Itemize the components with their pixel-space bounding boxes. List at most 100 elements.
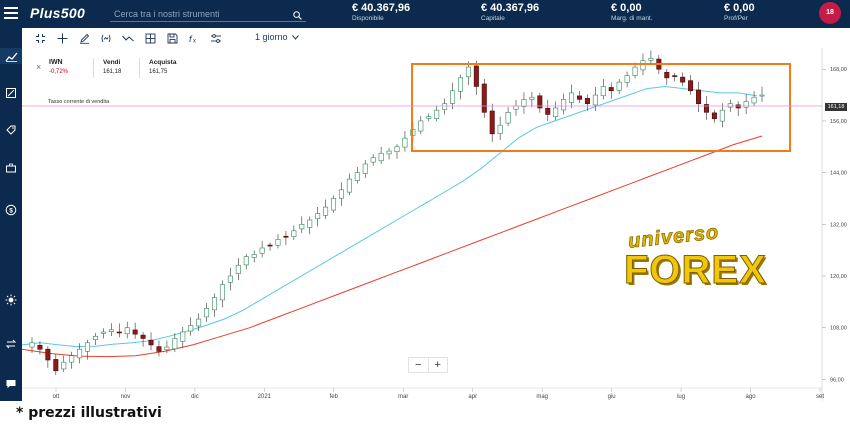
- candle: [394, 144, 400, 159]
- x-tick-label: ago: [746, 394, 757, 400]
- candle: [370, 154, 376, 166]
- top-bar: Plus500 € 40.367,96 Disponibile € 40.367…: [0, 0, 850, 28]
- candle: [188, 317, 194, 336]
- x-tick-label: set: [816, 394, 824, 400]
- y-tick-label: 156,00: [830, 119, 847, 125]
- x-tick-label: nov: [121, 394, 131, 400]
- buy-value[interactable]: 161,75: [149, 69, 168, 75]
- x-tick-label: ott: [53, 394, 60, 400]
- candle: [362, 160, 368, 178]
- candle: [219, 280, 225, 308]
- buy-label: Acquista: [149, 59, 177, 66]
- candle: [450, 82, 456, 110]
- chat-icon[interactable]: [3, 376, 19, 392]
- candle: [299, 216, 305, 234]
- chart-canvas[interactable]: 168,00 156,00 144,00 132,00 120,00 108,00 96,0…: [21, 48, 850, 401]
- candle: [743, 94, 749, 115]
- metric-label: Prof/Per: [724, 15, 748, 22]
- indicator-icon[interactable]: [100, 32, 112, 44]
- y-tick-label: 108,00: [830, 326, 847, 332]
- candle: [505, 107, 511, 127]
- chevron-down-icon: [292, 35, 299, 40]
- swap-icon[interactable]: [3, 336, 19, 352]
- y-tick-label: 144,00: [830, 171, 847, 177]
- settings-icon[interactable]: [210, 32, 222, 44]
- crosshair-icon[interactable]: [56, 32, 68, 44]
- collapse-icon[interactable]: [34, 32, 46, 44]
- metric-label: Disponibile: [352, 15, 384, 22]
- candle: [473, 60, 479, 95]
- candle: [259, 240, 265, 258]
- trend-icon[interactable]: [122, 32, 134, 44]
- footnote: * prezzi illustrativi: [16, 405, 162, 421]
- instrument-change: -0,72%: [49, 69, 69, 75]
- zoom-out-button[interactable]: −: [415, 359, 422, 371]
- timeframe-select[interactable]: 1 giorno: [255, 32, 299, 42]
- search-bar[interactable]: [110, 4, 306, 22]
- zoom-in-button[interactable]: +: [427, 358, 448, 372]
- candle: [592, 87, 598, 112]
- metric-profitto: € 0,00 Prof/Per: [724, 2, 755, 22]
- metric-margine: € 0,00 Marg. di mant.: [611, 2, 653, 22]
- menu-icon[interactable]: [4, 7, 18, 19]
- candle: [719, 103, 725, 128]
- candle: [489, 103, 495, 142]
- metric-capitale: € 40.367,96 Capitale: [481, 2, 539, 22]
- candle: [545, 99, 551, 122]
- candle: [307, 216, 313, 235]
- candle: [529, 91, 535, 108]
- candle: [386, 147, 392, 160]
- save-icon[interactable]: [166, 32, 178, 44]
- candle: [172, 333, 178, 352]
- chart-line-icon[interactable]: [0, 48, 22, 64]
- sun-icon[interactable]: [3, 292, 19, 308]
- candle: [521, 92, 527, 114]
- candle: [29, 337, 35, 354]
- dollar-icon[interactable]: $: [3, 202, 19, 218]
- grid-icon[interactable]: [144, 32, 156, 44]
- x-axis: ott nov dic 2021 feb mar apr mag giu lug ago set: [22, 387, 824, 400]
- metric-disponibile: € 40.367,96 Disponibile: [352, 2, 410, 22]
- candle: [553, 101, 559, 121]
- candle: [426, 113, 432, 122]
- search-input[interactable]: [110, 6, 290, 22]
- candle: [696, 82, 702, 112]
- timeframe-label: 1 giorno: [255, 32, 288, 42]
- candle: [331, 195, 337, 213]
- x-tick-label: giu: [608, 394, 616, 400]
- price-chart[interactable]: 168,00 156,00 144,00 132,00 120,00 108,00 96,0…: [21, 48, 850, 401]
- candle: [92, 332, 98, 345]
- sidebar: $: [0, 28, 22, 401]
- y-tick-label: 132,00: [830, 222, 847, 228]
- x-tick-label: lug: [677, 394, 685, 400]
- candle: [632, 62, 638, 79]
- candle: [537, 92, 543, 113]
- tag-icon[interactable]: [3, 122, 19, 138]
- candle: [434, 105, 440, 122]
- candle: [513, 99, 519, 116]
- metric-value: € 40.367,96: [481, 2, 540, 14]
- candle: [497, 116, 503, 140]
- candle: [616, 79, 622, 94]
- candle: [267, 242, 273, 251]
- candle: [212, 293, 218, 317]
- search-icon[interactable]: [293, 7, 302, 25]
- briefcase-icon[interactable]: [3, 160, 19, 176]
- svg-text:$: $: [9, 207, 13, 214]
- candle: [61, 355, 67, 372]
- candle: [338, 182, 344, 206]
- watermark-logo: universo FOREX: [622, 221, 767, 302]
- avatar[interactable]: 18: [819, 2, 841, 24]
- candle: [116, 323, 122, 338]
- close-icon[interactable]: ×: [36, 62, 42, 72]
- metric-value: € 0,00: [724, 2, 755, 14]
- candles: [29, 50, 765, 376]
- sell-value[interactable]: 161,18: [103, 69, 122, 75]
- candle: [108, 323, 114, 336]
- pencil-icon[interactable]: [78, 32, 90, 44]
- instrument-info: × IWN -0,72% Vendi 161,18 Acquista 161,7…: [31, 56, 181, 80]
- candle: [759, 86, 765, 103]
- expand-icon[interactable]: [3, 85, 19, 101]
